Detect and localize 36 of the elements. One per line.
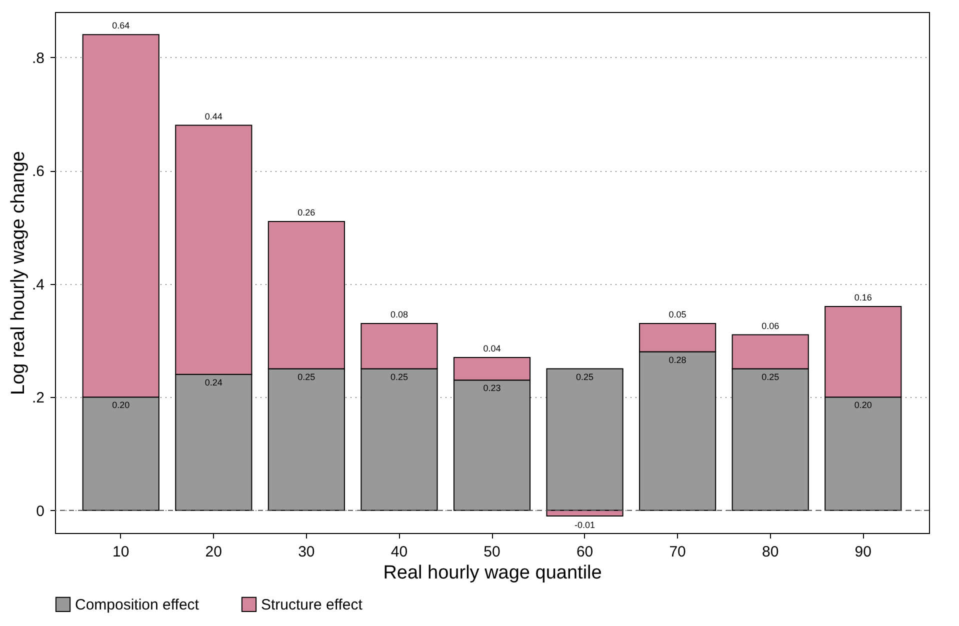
legend-label: Structure effect <box>261 596 364 614</box>
data-label: 0.16 <box>854 292 872 302</box>
x-tick-label: 70 <box>669 544 686 560</box>
data-label: 0.64 <box>112 20 130 31</box>
data-label: 0.25 <box>762 372 780 382</box>
data-label: 0.20 <box>112 400 130 410</box>
x-tick-label: 90 <box>854 544 872 560</box>
data-label: 0.20 <box>854 400 872 410</box>
data-label: 0.23 <box>483 383 501 394</box>
x-axis-title: Real hourly wage quantile <box>383 562 602 584</box>
y-tick-label: .2 <box>32 390 44 407</box>
data-label: 0.05 <box>668 309 686 320</box>
x-tick-label: 60 <box>576 544 594 560</box>
y-tick-label: .4 <box>32 276 44 294</box>
x-tick-label: 10 <box>112 544 130 560</box>
data-label: -0.01 <box>574 520 596 530</box>
y-tick-label: 0 <box>36 502 44 520</box>
data-label: 0.26 <box>298 208 316 218</box>
data-label: 0.08 <box>390 309 408 320</box>
y-axis-title: Log real hourly wage change <box>8 150 29 396</box>
data-label: 0.44 <box>204 111 222 122</box>
y-tick-label: .8 <box>32 50 44 67</box>
x-tick-label: 80 <box>762 544 779 560</box>
x-tick-label: 50 <box>484 544 500 560</box>
data-label: 0.06 <box>762 320 780 331</box>
x-tick-label: 30 <box>298 544 315 560</box>
x-tick-label: 20 <box>205 544 222 560</box>
data-label: 0.24 <box>204 377 222 388</box>
y-tick-label: .6 <box>32 163 44 180</box>
data-label: 0.25 <box>390 372 408 382</box>
data-label: 0.25 <box>298 372 316 382</box>
x-tick-label: 40 <box>390 544 408 560</box>
data-label: 0.28 <box>668 354 686 365</box>
data-label: 0.04 <box>483 343 501 354</box>
data-label: 0.25 <box>576 372 594 382</box>
legend-label: Composition effect <box>75 596 200 614</box>
